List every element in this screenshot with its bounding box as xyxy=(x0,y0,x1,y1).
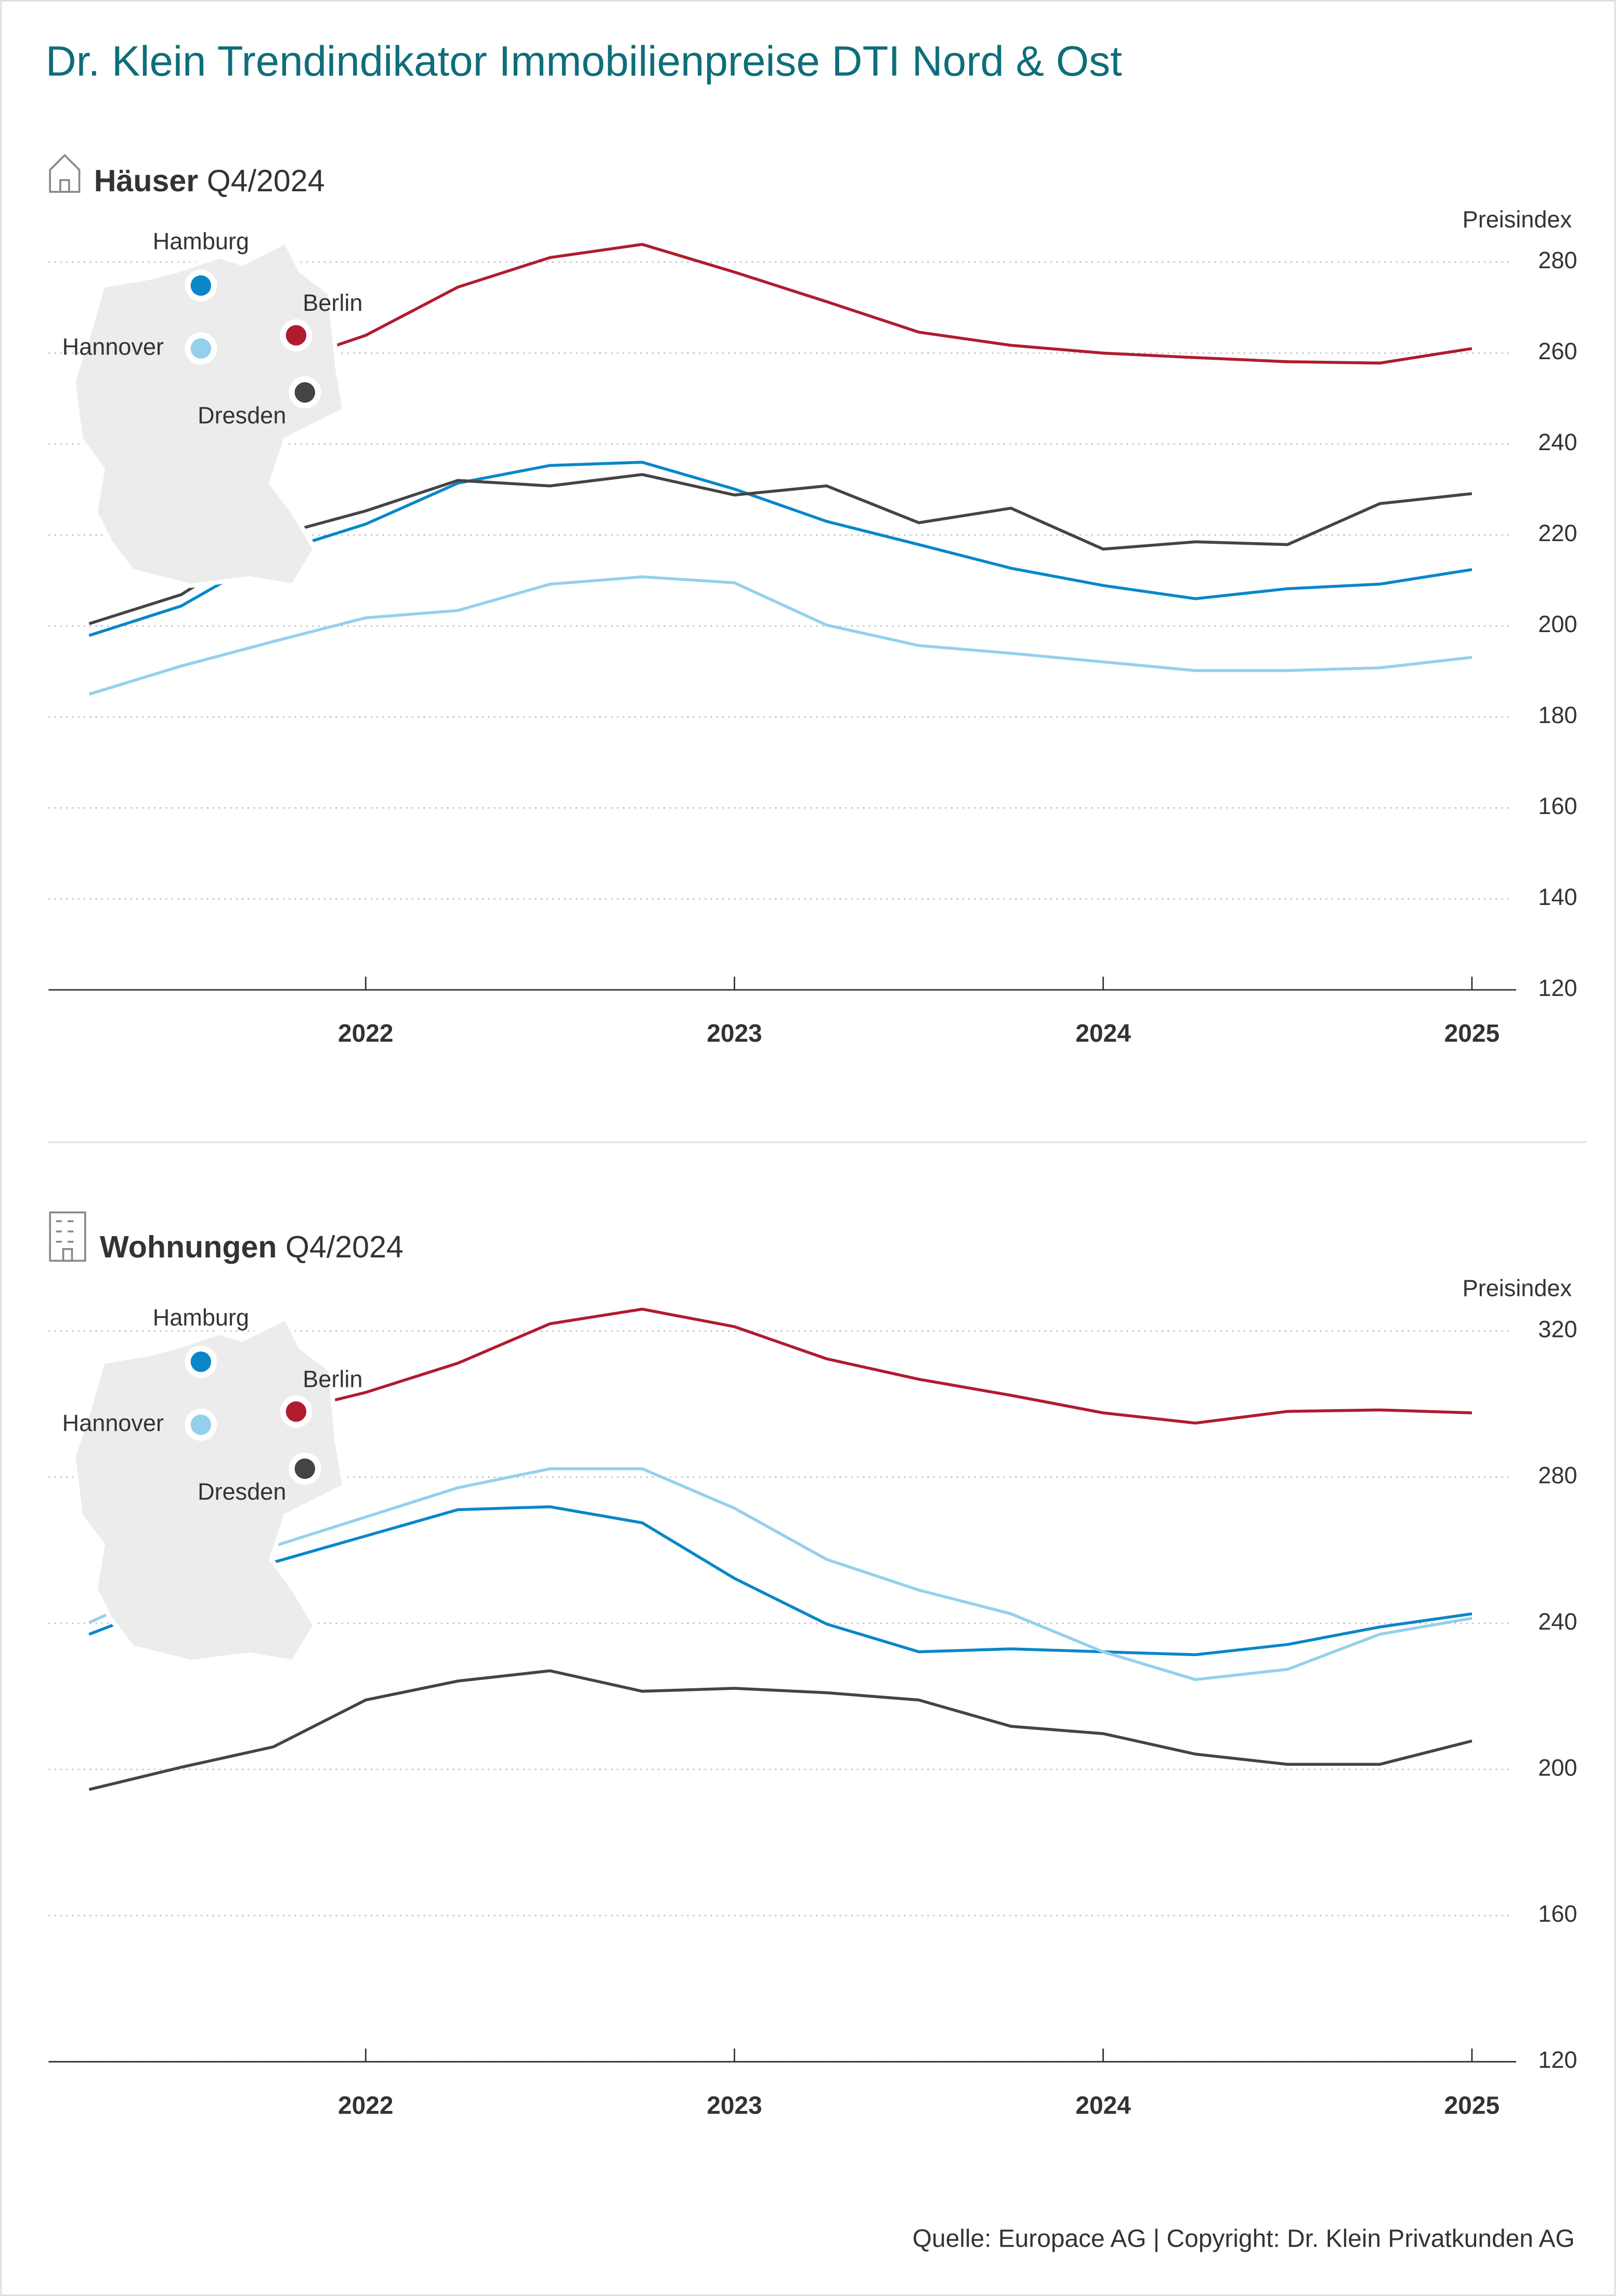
legend-dot xyxy=(294,1458,316,1479)
legend-label: Hannover xyxy=(62,333,164,360)
legend-label: Berlin xyxy=(303,1366,362,1392)
x-tick-label: 2024 xyxy=(1075,2092,1131,2119)
y-axis-label: Preisindex xyxy=(1463,1275,1572,1302)
legend-dot xyxy=(294,382,316,403)
y-tick-label: 120 xyxy=(1538,2046,1577,2073)
x-tick-label: 2024 xyxy=(1075,1020,1131,1047)
y-tick-label: 200 xyxy=(1538,611,1577,637)
y-tick-label: 280 xyxy=(1538,247,1577,273)
legend-label: Berlin xyxy=(303,290,362,316)
x-tick-label: 2022 xyxy=(338,2092,394,2119)
series-line xyxy=(88,461,1472,637)
x-tick-label: 2025 xyxy=(1444,1020,1500,1047)
y-tick-label: 280 xyxy=(1538,1462,1577,1489)
legend-label: Hamburg xyxy=(153,1304,249,1331)
legend-label: Hannover xyxy=(62,1410,164,1436)
page-title: Dr. Klein Trendindikator Immobilienpreis… xyxy=(46,38,1122,85)
legend-dot xyxy=(285,1401,307,1422)
map: Hamburg Berlin Hannover Dresden xyxy=(62,228,363,588)
y-tick-label: 140 xyxy=(1538,884,1577,910)
x-tick-label: 2025 xyxy=(1444,2092,1500,2119)
legend-dot xyxy=(190,338,212,359)
y-tick-label: 240 xyxy=(1538,429,1577,455)
map: Hamburg Berlin Hannover Dresden xyxy=(62,1304,363,1664)
series-line xyxy=(88,1467,1472,1681)
legend-label: Hamburg xyxy=(153,228,249,255)
y-tick-label: 180 xyxy=(1538,702,1577,728)
legend-label: Dresden xyxy=(198,1478,286,1505)
legend-dot xyxy=(190,275,212,296)
legend-dot xyxy=(285,325,307,346)
source: Quelle: Europace AG | Copyright: Dr. Kle… xyxy=(913,2225,1575,2253)
y-tick-label: 120 xyxy=(1538,975,1577,1001)
house-icon xyxy=(49,154,81,193)
y-tick-label: 160 xyxy=(1538,1900,1577,1927)
legend-label: Dresden xyxy=(198,402,286,429)
germany-map xyxy=(71,1315,347,1664)
y-axis-label: Preisindex xyxy=(1463,206,1572,232)
y-tick-label: 240 xyxy=(1538,1608,1577,1635)
legend-dot xyxy=(190,1352,212,1372)
series-line xyxy=(88,1505,1472,1657)
y-tick-label: 260 xyxy=(1538,338,1577,364)
x-tick-label: 2023 xyxy=(707,2092,762,2119)
y-tick-label: 160 xyxy=(1538,793,1577,819)
series-line xyxy=(88,473,1472,625)
y-tick-label: 200 xyxy=(1538,1754,1577,1781)
chart-heading: Häuser Q4/2024 xyxy=(94,163,325,198)
x-tick-label: 2022 xyxy=(338,1020,394,1047)
series-line xyxy=(88,1669,1472,1791)
chart-heading: Wohnungen Q4/2024 xyxy=(100,1229,403,1264)
y-tick-label: 320 xyxy=(1538,1316,1577,1343)
x-tick-label: 2023 xyxy=(707,1020,762,1047)
legend-dot xyxy=(190,1414,212,1435)
germany-map xyxy=(71,239,347,588)
series-line xyxy=(88,575,1472,696)
building-icon xyxy=(49,1211,86,1262)
y-tick-label: 220 xyxy=(1538,520,1577,546)
